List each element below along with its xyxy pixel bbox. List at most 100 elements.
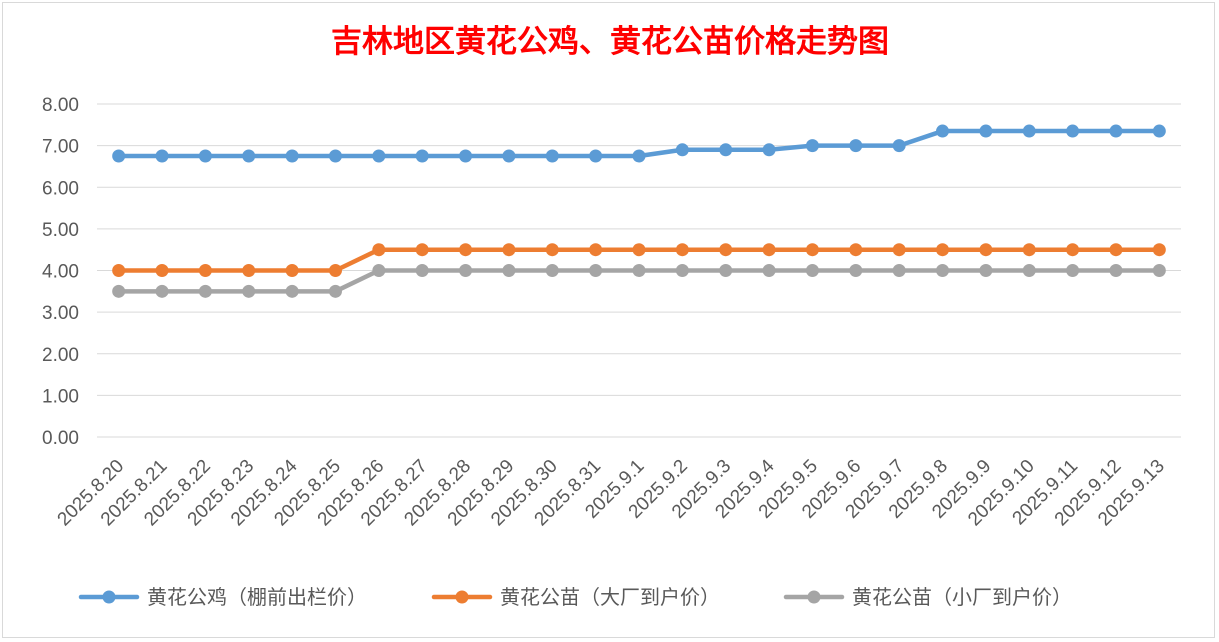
y-tick-label: 8.00 bbox=[42, 95, 79, 116]
series-3 bbox=[112, 264, 1166, 298]
data-point bbox=[502, 149, 516, 163]
data-point bbox=[1066, 264, 1080, 277]
data-point bbox=[632, 264, 646, 277]
y-tick-label: 5.00 bbox=[42, 220, 79, 241]
data-point bbox=[805, 243, 819, 257]
data-point bbox=[155, 284, 169, 298]
data-point bbox=[545, 149, 559, 163]
data-point bbox=[328, 149, 342, 163]
data-point bbox=[762, 243, 776, 257]
data-point bbox=[849, 139, 863, 153]
data-point bbox=[155, 149, 169, 163]
legend-swatch-marker bbox=[102, 590, 116, 604]
data-point bbox=[285, 264, 299, 277]
data-point bbox=[502, 243, 516, 257]
data-point bbox=[849, 264, 863, 277]
data-point bbox=[936, 124, 950, 138]
y-tick-label: 1.00 bbox=[42, 386, 79, 407]
data-point bbox=[589, 264, 603, 277]
series-2 bbox=[112, 243, 1166, 277]
data-point bbox=[502, 264, 516, 277]
data-point bbox=[632, 149, 646, 163]
data-point bbox=[762, 264, 776, 277]
data-point bbox=[372, 243, 386, 257]
data-point bbox=[1022, 124, 1036, 138]
data-point bbox=[589, 149, 603, 163]
legend-label: 黄花公苗（大厂到户价） bbox=[500, 585, 720, 609]
data-point bbox=[675, 264, 689, 277]
data-point bbox=[719, 143, 733, 157]
legend-swatch-marker bbox=[807, 590, 821, 604]
data-point bbox=[242, 264, 256, 277]
legend-item: 黄花公苗（大厂到户价） bbox=[431, 585, 720, 609]
data-point bbox=[285, 149, 299, 163]
data-point bbox=[328, 264, 342, 277]
data-point bbox=[805, 264, 819, 277]
data-point bbox=[198, 149, 212, 163]
chart-title: 吉林地区黄花公鸡、黄花公苗价格走势图 bbox=[331, 24, 889, 60]
y-tick-label: 6.00 bbox=[42, 178, 79, 199]
data-point bbox=[198, 264, 212, 277]
data-point bbox=[1152, 243, 1166, 257]
data-point bbox=[979, 264, 993, 277]
y-tick-label: 2.00 bbox=[42, 345, 79, 366]
data-point bbox=[155, 264, 169, 277]
series-layer bbox=[112, 124, 1166, 298]
legend-swatch-marker bbox=[455, 590, 469, 604]
data-point bbox=[242, 149, 256, 163]
data-point bbox=[719, 243, 733, 257]
data-point bbox=[892, 243, 906, 257]
data-point bbox=[936, 243, 950, 257]
data-point bbox=[719, 264, 733, 277]
data-point bbox=[328, 284, 342, 298]
data-point bbox=[372, 149, 386, 163]
data-point bbox=[372, 264, 386, 277]
legend: 黄花公鸡（棚前出栏价） 黄花公苗（大厂到户价） 黄花公苗（小厂到户价） bbox=[78, 585, 1072, 609]
data-point bbox=[1022, 243, 1036, 257]
data-point bbox=[112, 284, 126, 298]
y-tick-label: 0.00 bbox=[42, 428, 79, 449]
gridlines bbox=[97, 103, 1181, 438]
data-point bbox=[675, 243, 689, 257]
data-point bbox=[285, 284, 299, 298]
data-point bbox=[1109, 264, 1123, 277]
data-point bbox=[1109, 124, 1123, 138]
y-tick-label: 3.00 bbox=[42, 303, 79, 324]
data-point bbox=[415, 149, 429, 163]
data-point bbox=[1109, 243, 1123, 257]
legend-label: 黄花公苗（小厂到户价） bbox=[852, 585, 1072, 609]
y-tick-label: 4.00 bbox=[42, 262, 79, 283]
data-point bbox=[675, 143, 689, 157]
data-point bbox=[1152, 264, 1166, 277]
data-point bbox=[459, 243, 473, 257]
data-point bbox=[112, 264, 126, 277]
legend-item: 黄花公鸡（棚前出栏价） bbox=[78, 585, 367, 609]
x-axis-ticks: 2025.8.202025.8.212025.8.222025.8.232025… bbox=[54, 455, 1169, 530]
data-point bbox=[979, 124, 993, 138]
data-point bbox=[936, 264, 950, 277]
legend-label: 黄花公鸡（棚前出栏价） bbox=[147, 585, 367, 609]
data-point bbox=[112, 149, 126, 163]
data-point bbox=[415, 264, 429, 277]
data-point bbox=[459, 149, 473, 163]
legend-item: 黄花公苗（小厂到户价） bbox=[783, 585, 1072, 609]
data-point bbox=[632, 243, 646, 257]
data-point bbox=[545, 243, 559, 257]
data-point bbox=[1066, 243, 1080, 257]
data-point bbox=[849, 243, 863, 257]
data-point bbox=[892, 264, 906, 277]
data-point bbox=[1022, 264, 1036, 277]
data-point bbox=[415, 243, 429, 257]
data-point bbox=[805, 139, 819, 153]
data-point bbox=[1066, 124, 1080, 138]
data-point bbox=[762, 143, 776, 157]
data-point bbox=[545, 264, 559, 277]
y-tick-label: 7.00 bbox=[42, 137, 79, 158]
data-point bbox=[979, 243, 993, 257]
data-point bbox=[589, 243, 603, 257]
y-axis-ticks: 0.00 1.00 2.00 3.00 4.00 5.00 6.00 7.00 8.00 bbox=[42, 95, 79, 449]
data-point bbox=[198, 284, 212, 298]
data-point bbox=[892, 139, 906, 153]
